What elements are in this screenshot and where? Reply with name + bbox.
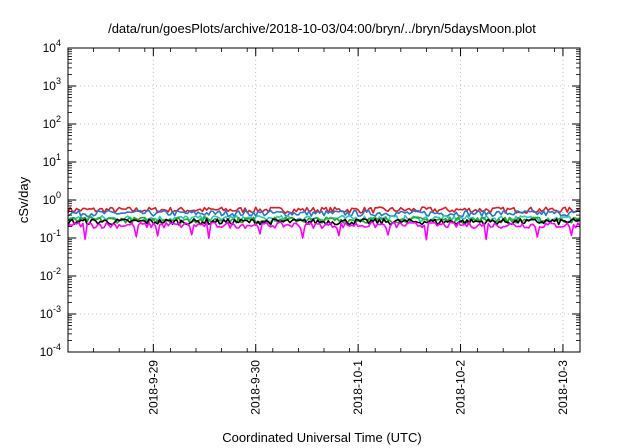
y-tick-label: 101: [43, 152, 61, 169]
series-line: [67, 209, 581, 218]
chart-title: /data/run/goesPlots/archive/2018-10-03/0…: [108, 21, 536, 36]
grid: [68, 47, 580, 353]
x-axis-label: Coordinated Universal Time (UTC): [222, 430, 421, 445]
y-tick-label: 10-3: [40, 304, 61, 321]
y-tick-label: 104: [43, 38, 61, 55]
x-tick-label: 2018-10-1: [351, 360, 365, 415]
y-tick-label: 102: [43, 114, 61, 131]
x-tick-label: 2018-10-2: [454, 360, 468, 415]
series-line: [67, 221, 581, 241]
x-tick-label: 2018-9-29: [146, 360, 160, 415]
y-tick-label: 100: [43, 190, 61, 207]
x-tick-label: 2018-10-3: [556, 360, 570, 415]
y-tick-label: 10-4: [40, 342, 61, 359]
ticks: 104 103 102 101 100 10-1 10-2 10-3 10-4 2018-9-29…: [40, 38, 581, 415]
y-axis-label: cSv/day: [16, 176, 31, 223]
y-tick-label: 10-1: [40, 228, 61, 245]
y-tick-label: 10-2: [40, 266, 61, 283]
series-line: [67, 206, 581, 214]
series-layer: [67, 206, 581, 241]
y-tick-label: 103: [43, 76, 61, 93]
x-tick-label: 2018-9-30: [249, 360, 263, 415]
